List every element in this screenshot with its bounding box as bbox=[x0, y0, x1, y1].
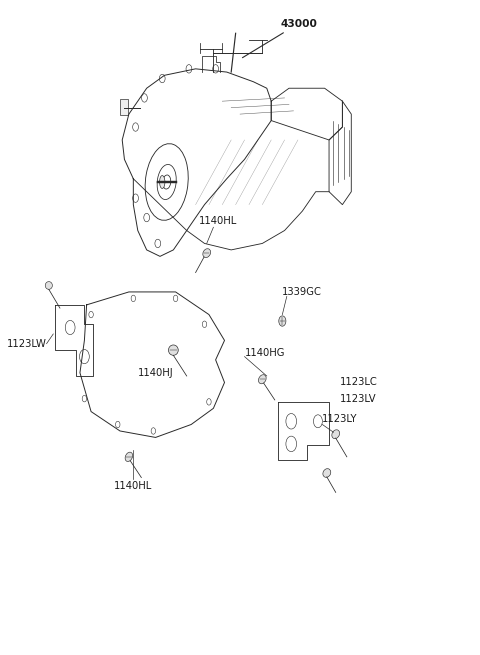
Ellipse shape bbox=[279, 316, 286, 326]
Text: 1123LW: 1123LW bbox=[7, 339, 47, 348]
Text: 1140HJ: 1140HJ bbox=[138, 367, 173, 378]
Ellipse shape bbox=[203, 249, 211, 257]
Ellipse shape bbox=[323, 469, 331, 477]
Ellipse shape bbox=[259, 375, 266, 384]
Text: 1140HG: 1140HG bbox=[244, 348, 285, 358]
Text: 43000: 43000 bbox=[242, 18, 317, 58]
Text: 1339GC: 1339GC bbox=[282, 287, 322, 297]
Ellipse shape bbox=[45, 282, 52, 290]
FancyBboxPatch shape bbox=[120, 99, 128, 115]
Ellipse shape bbox=[159, 176, 165, 189]
Text: 1123LC: 1123LC bbox=[340, 377, 378, 388]
Text: 1123LY: 1123LY bbox=[323, 415, 358, 424]
Text: 1140HL: 1140HL bbox=[114, 481, 153, 491]
Text: 1123LV: 1123LV bbox=[340, 394, 377, 403]
Ellipse shape bbox=[332, 430, 340, 439]
Ellipse shape bbox=[125, 452, 132, 462]
Ellipse shape bbox=[168, 345, 178, 355]
Text: 1140HL: 1140HL bbox=[199, 215, 237, 226]
